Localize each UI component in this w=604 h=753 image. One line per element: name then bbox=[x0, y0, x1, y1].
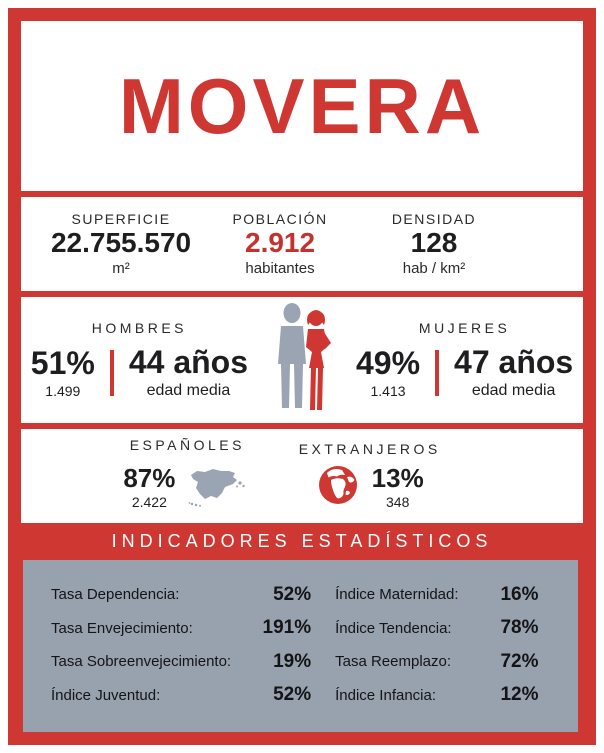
espanoles-percent: 87% bbox=[123, 462, 176, 493]
stat-densidad-value: 128 bbox=[410, 227, 458, 259]
espanoles-label: ESPAÑOLES bbox=[129, 436, 245, 453]
indicator-value: 78% bbox=[500, 617, 539, 639]
indicator-value: 19% bbox=[273, 650, 312, 672]
red-vertical-divider bbox=[109, 350, 114, 396]
indicator-label: Tasa Sobreenvejecimiento: bbox=[51, 653, 232, 671]
mujeres-age: 47 años bbox=[454, 344, 574, 380]
stat-densidad: DENSIDAD 128 hab / km² bbox=[369, 211, 499, 276]
indicator-label: Índice Infancia: bbox=[335, 686, 437, 704]
indicators-panel: Tasa Dependencia: 52% Índice Maternidad:… bbox=[23, 560, 578, 732]
hombres-percent: 51% bbox=[30, 345, 95, 381]
mujeres-group: MUJERES 49% 1.413 47 años edad media bbox=[356, 320, 573, 400]
hombres-count: 1.499 bbox=[45, 383, 81, 399]
indicator-label: Tasa Reemplazo: bbox=[335, 653, 452, 671]
mujeres-label: MUJERES bbox=[418, 320, 511, 336]
indicators-title: INDICADORES ESTADÍSTICOS bbox=[111, 531, 493, 551]
indicator-label: Índice Maternidad: bbox=[335, 586, 459, 604]
summary-stats-row: SUPERFICIE 22.755.570 m² POBLACIÓN 2.912… bbox=[21, 197, 583, 291]
indicator-value: 191% bbox=[262, 617, 312, 639]
extranjeros-group: EXTRANJEROS 13% 348 bbox=[299, 441, 441, 512]
indicator-value: 52% bbox=[273, 684, 312, 706]
extranjeros-label: EXTRANJEROS bbox=[298, 440, 441, 457]
header: MOVERA bbox=[21, 21, 583, 191]
mujeres-age-label: edad media bbox=[471, 382, 556, 399]
poster-frame: MOVERA SUPERFICIE 22.755.570 m² POBLACIÓ… bbox=[8, 8, 596, 745]
spain-map-icon bbox=[187, 459, 251, 516]
mujeres-count: 1.413 bbox=[370, 383, 406, 399]
stat-densidad-label: DENSIDAD bbox=[391, 211, 477, 228]
indicator-value: 12% bbox=[500, 684, 539, 706]
stat-poblacion: POBLACIÓN 2.912 habitantes bbox=[215, 211, 345, 276]
page-title: MOVERA bbox=[118, 62, 486, 150]
stat-poblacion-label: POBLACIÓN bbox=[232, 211, 328, 228]
stat-poblacion-value: 2.912 bbox=[245, 227, 316, 259]
stat-superficie-label: SUPERFICIE bbox=[71, 211, 171, 228]
globe-icon bbox=[316, 463, 360, 512]
section-divider bbox=[21, 191, 583, 197]
indicator-value: 52% bbox=[273, 583, 312, 605]
section-divider bbox=[21, 423, 583, 429]
nationality-row: ESPAÑOLES 87% 2.422 bbox=[21, 429, 583, 523]
red-vertical-divider bbox=[435, 350, 440, 396]
stat-superficie-unit: m² bbox=[112, 259, 130, 277]
indicator-label: Tasa Envejecimiento: bbox=[51, 619, 193, 637]
hombres-group: HOMBRES 51% 1.499 44 años edad media bbox=[31, 320, 248, 400]
hombres-label: HOMBRES bbox=[91, 320, 188, 336]
extranjeros-percent: 13% bbox=[371, 462, 424, 493]
espanoles-group: ESPAÑOLES 87% 2.422 bbox=[123, 437, 251, 516]
stat-superficie-value: 22.755.570 bbox=[50, 227, 192, 259]
extranjeros-count: 348 bbox=[386, 493, 410, 510]
stat-densidad-unit: hab / km² bbox=[402, 259, 466, 277]
indicator-value: 16% bbox=[500, 583, 539, 605]
hombres-age-label: edad media bbox=[146, 382, 231, 399]
indicator-label: Índice Tendencia: bbox=[335, 619, 452, 637]
espanoles-count: 2.422 bbox=[131, 493, 167, 510]
section-divider bbox=[21, 291, 583, 297]
indicators-section: INDICADORES ESTADÍSTICOS Tasa Dependenci… bbox=[21, 523, 583, 732]
indicators-banner: INDICADORES ESTADÍSTICOS bbox=[21, 523, 583, 560]
mujeres-percent: 49% bbox=[356, 345, 421, 381]
stat-superficie: SUPERFICIE 22.755.570 m² bbox=[51, 211, 191, 276]
indicator-label: Tasa Dependencia: bbox=[51, 586, 180, 604]
indicator-value: 72% bbox=[500, 650, 539, 672]
indicator-label: Índice Juventud: bbox=[51, 686, 161, 704]
man-woman-silhouette-icon bbox=[266, 302, 338, 419]
stat-poblacion-unit: habitantes bbox=[245, 259, 315, 277]
gender-row: HOMBRES 51% 1.499 44 años edad media bbox=[21, 297, 583, 423]
hombres-age: 44 años bbox=[128, 344, 248, 380]
